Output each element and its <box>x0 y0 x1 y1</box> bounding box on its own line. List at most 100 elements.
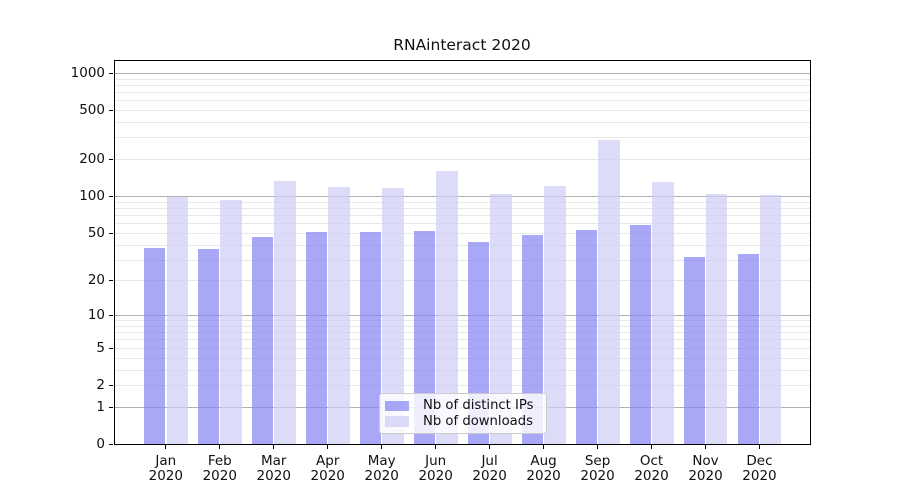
x-tick-label: Jun 2020 <box>418 453 453 484</box>
legend-label-downloads: Nb of downloads <box>423 413 533 429</box>
gridline-minor <box>113 215 811 217</box>
gridline-minor <box>113 369 811 371</box>
gridline-minor <box>113 137 811 139</box>
gridline-minor <box>113 357 811 359</box>
bar-distinct-ips <box>251 236 274 445</box>
bar-downloads <box>328 187 350 445</box>
bar-downloads <box>220 199 242 445</box>
x-tick-label: Feb 2020 <box>202 453 237 484</box>
y-tick-mark <box>109 232 113 234</box>
bar-distinct-ips <box>629 225 652 445</box>
gridline-minor <box>113 110 811 112</box>
x-tick-label: Oct 2020 <box>634 453 669 484</box>
gridline-minor <box>113 280 811 282</box>
x-tick-mark <box>435 444 437 449</box>
y-tick-label: 1000 <box>70 64 105 81</box>
bar-downloads <box>706 194 728 445</box>
gridline-minor <box>113 100 811 102</box>
x-tick-mark <box>651 444 653 449</box>
x-tick-label: Jan 2020 <box>148 453 183 484</box>
plot-area <box>113 59 811 445</box>
y-tick-label: 5 <box>96 339 105 356</box>
y-tick-mark <box>109 72 113 74</box>
y-tick-mark <box>109 347 113 349</box>
y-tick-label: 500 <box>79 102 105 119</box>
gridline-minor <box>113 223 811 225</box>
y-tick-mark <box>109 444 113 445</box>
x-tick-mark <box>165 444 167 449</box>
legend: Nb of distinct IPs Nb of downloads <box>379 393 547 434</box>
bar-distinct-ips <box>144 247 166 445</box>
gridline-major <box>113 196 811 198</box>
x-tick-label: May 2020 <box>364 453 399 484</box>
legend-item-downloads: Nb of downloads <box>385 414 541 429</box>
bar-downloads <box>166 196 188 445</box>
bar-distinct-ips <box>413 231 436 445</box>
bar-distinct-ips <box>521 235 544 445</box>
x-tick-mark <box>327 444 329 449</box>
gridline-minor <box>113 84 811 86</box>
legend-item-distinct-ips: Nb of distinct IPs <box>385 398 541 413</box>
x-tick-label: Dec 2020 <box>742 453 777 484</box>
y-tick-label: 20 <box>87 272 105 289</box>
x-tick-mark <box>705 444 706 449</box>
gridline-minor <box>113 339 811 341</box>
y-tick-mark <box>109 406 113 408</box>
x-tick-label: Apr 2020 <box>310 453 345 484</box>
x-tick-mark <box>597 444 599 449</box>
gridline-minor <box>113 122 811 124</box>
bar-downloads <box>598 139 620 445</box>
x-tick-label: Jul 2020 <box>472 453 507 484</box>
x-tick-label: Sep 2020 <box>580 453 615 484</box>
gridline-minor <box>113 201 811 203</box>
bar-distinct-ips <box>359 232 382 445</box>
x-tick-label: Nov 2020 <box>688 453 723 484</box>
y-tick-label: 10 <box>87 307 105 324</box>
gridline-minor <box>113 78 811 80</box>
y-tick-label: 200 <box>79 151 105 168</box>
y-tick-label: 50 <box>87 224 105 241</box>
gridline-major <box>113 315 811 317</box>
y-tick-label: 2 <box>96 376 105 393</box>
legend-swatch-downloads <box>385 416 409 427</box>
gridline-minor <box>113 259 811 261</box>
gridline-minor <box>113 320 811 322</box>
gridline-minor <box>113 325 811 327</box>
y-tick-label: 100 <box>79 188 105 205</box>
bar-downloads <box>274 180 296 445</box>
y-tick-mark <box>109 110 113 112</box>
x-tick-mark <box>758 444 760 449</box>
y-tick-mark <box>109 280 113 282</box>
bar-distinct-ips <box>305 232 328 445</box>
x-tick-mark <box>273 444 275 449</box>
bar-downloads <box>760 194 782 445</box>
chart-title: RNAinteract 2020 <box>393 36 531 54</box>
gridline-minor <box>113 244 811 246</box>
x-tick-mark <box>489 444 491 449</box>
x-tick-mark <box>543 444 545 449</box>
bar-distinct-ips <box>575 230 598 445</box>
y-tick-label: 1 <box>96 398 105 415</box>
y-tick-mark <box>109 159 113 161</box>
bar-distinct-ips <box>197 249 220 445</box>
gridline-minor <box>113 159 811 161</box>
x-tick-mark <box>381 444 383 449</box>
bar-downloads <box>490 194 512 445</box>
x-tick-label: Mar 2020 <box>256 453 291 484</box>
gridline-minor <box>113 332 811 334</box>
x-tick-label: Aug 2020 <box>526 453 561 484</box>
gridline-major <box>113 72 811 74</box>
gridline-minor <box>113 232 811 234</box>
bar-downloads <box>382 187 404 445</box>
y-tick-mark <box>109 196 113 198</box>
bar-distinct-ips <box>683 256 705 445</box>
legend-label-distinct-ips: Nb of distinct IPs <box>423 398 534 414</box>
y-tick-label: 0 <box>96 436 105 452</box>
bar-downloads <box>544 186 566 445</box>
gridline-minor <box>113 384 811 386</box>
bar-downloads <box>436 170 458 445</box>
bar-downloads <box>652 181 674 445</box>
gridline-minor <box>113 92 811 94</box>
y-tick-mark <box>109 315 113 317</box>
y-tick-mark <box>109 384 113 386</box>
